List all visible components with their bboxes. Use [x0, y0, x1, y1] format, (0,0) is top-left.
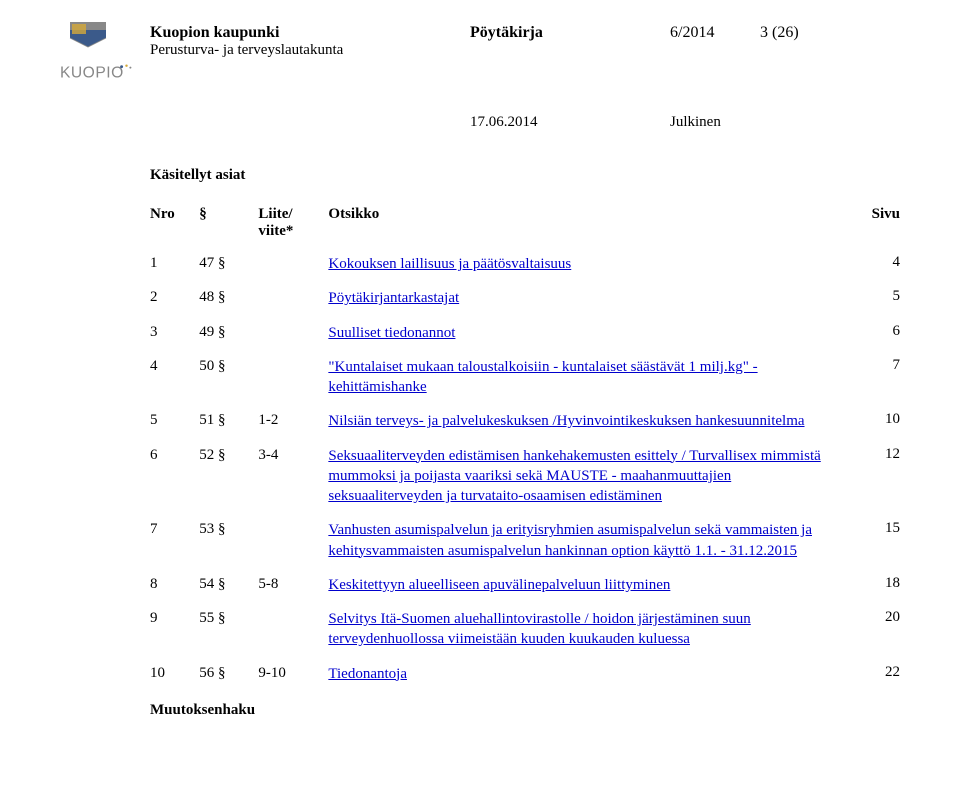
table-row: 753 § Vanhusten asumispalvelun ja erityis… — [150, 520, 900, 561]
page-container: KUOPIO Kuopion kaupunki Perusturva- ja t… — [0, 0, 960, 739]
cell-liite — [258, 520, 328, 521]
agenda-title-link[interactable]: Pöytäkirjantarkastajat — [328, 288, 850, 308]
cell-nro: 7 — [150, 520, 199, 538]
table-row: 349 § Suulliset tiedonannot6 — [150, 323, 900, 343]
cell-page: 22 — [851, 664, 900, 681]
agenda-title-link[interactable]: Suulliset tiedonannot — [328, 323, 850, 343]
publicity-label: Julkinen — [670, 114, 721, 131]
cell-section: 50 § — [199, 357, 258, 375]
table-row: 854 §5-8Keskitettyyn alueelliseen apuväl… — [150, 575, 900, 595]
table-row: 450 § "Kuntalaiset mukaan taloustalkoisii… — [150, 357, 900, 398]
cell-liite — [258, 254, 328, 255]
cell-section: 49 § — [199, 323, 258, 341]
cell-liite: 5-8 — [258, 575, 328, 593]
cell-page: 10 — [851, 411, 900, 428]
cell-page: 6 — [851, 323, 900, 340]
footer-heading: Muutoksenhaku — [150, 702, 900, 719]
cell-section: 51 § — [199, 411, 258, 429]
agenda-title-link[interactable]: Vanhusten asumispalvelun ja erityisryhmi… — [328, 520, 850, 561]
liite-line2: viite* — [258, 223, 293, 239]
kuopio-wordmark-icon: KUOPIO — [60, 57, 148, 91]
agenda-title-link[interactable]: Nilsiän terveys- ja palvelukeskuksen /Hy… — [328, 411, 850, 431]
cell-page: 12 — [851, 446, 900, 463]
cell-page: 4 — [851, 254, 900, 271]
cell-nro: 10 — [150, 664, 199, 682]
doc-type: Pöytäkirja — [470, 24, 670, 59]
cell-liite: 9-10 — [258, 664, 328, 682]
cell-page: 5 — [851, 288, 900, 305]
cell-liite — [258, 288, 328, 289]
cell-section: 56 § — [199, 664, 258, 682]
cell-page: 20 — [851, 609, 900, 626]
table-row: 652 §3-4Seksuaaliterveyden edistämisen h… — [150, 446, 900, 507]
cell-page: 18 — [851, 575, 900, 592]
cell-section: 48 § — [199, 288, 258, 306]
cell-page: 7 — [851, 357, 900, 374]
cell-liite — [258, 323, 328, 324]
cell-nro: 3 — [150, 323, 199, 341]
org-name: Kuopion kaupunki — [150, 24, 470, 42]
col-section-header: § — [199, 206, 258, 240]
table-row: 1056 §9-10Tiedonantoja22 — [150, 664, 900, 684]
table-header: Nro § Liite/ viite* Otsikko Sivu — [150, 206, 900, 240]
agenda-title-link[interactable]: Selvitys Itä-Suomen aluehallintovirastol… — [328, 609, 850, 650]
cell-liite: 1-2 — [258, 411, 328, 429]
agenda-title-link[interactable]: Kokouksen laillisuus ja päätösvaltaisuus — [328, 254, 850, 274]
crest-icon — [68, 20, 108, 48]
logo-block: KUOPIO — [60, 20, 150, 96]
date-row: 17.06.2014 Julkinen — [60, 114, 900, 131]
cell-nro: 5 — [150, 411, 199, 429]
section-title: Käsitellyt asiat — [150, 167, 900, 184]
agenda-title-link[interactable]: "Kuntalaiset mukaan taloustalkoisiin - k… — [328, 357, 850, 398]
board-name: Perusturva- ja terveyslautakunta — [150, 42, 470, 59]
col-nro-header: Nro — [150, 206, 199, 240]
cell-section: 47 § — [199, 254, 258, 272]
header-text-block: Kuopion kaupunki Perusturva- ja terveysl… — [150, 20, 900, 59]
table-row: 551 §1-2Nilsiän terveys- ja palvelukesku… — [150, 411, 900, 431]
table-row: 248 § Pöytäkirjantarkastajat5 — [150, 288, 900, 308]
cell-section: 52 § — [199, 446, 258, 464]
cell-liite: 3-4 — [258, 446, 328, 464]
meeting-date: 17.06.2014 — [470, 114, 670, 131]
agenda-title-link[interactable]: Seksuaaliterveyden edistämisen hankehake… — [328, 446, 850, 507]
table-body: 147 § Kokouksen laillisuus ja päätösvalta… — [150, 254, 900, 684]
cell-section: 55 § — [199, 609, 258, 627]
cell-nro: 6 — [150, 446, 199, 464]
col-liite-header: Liite/ viite* — [258, 206, 328, 240]
liite-line1: Liite/ — [258, 206, 292, 222]
agenda-title-link[interactable]: Tiedonantoja — [328, 664, 850, 684]
agenda-table: Nro § Liite/ viite* Otsikko Sivu 147 §Ko… — [150, 206, 900, 684]
cell-nro: 1 — [150, 254, 199, 272]
col-title-header: Otsikko — [328, 206, 850, 240]
agenda-title-link[interactable]: Keskitettyyn alueelliseen apuvälinepalve… — [328, 575, 850, 595]
org-block: Kuopion kaupunki Perusturva- ja terveysl… — [150, 24, 470, 59]
cell-nro: 4 — [150, 357, 199, 375]
doc-number: 6/2014 — [670, 24, 760, 59]
table-row: 955 § Selvitys Itä-Suomen aluehallintovir… — [150, 609, 900, 650]
page-number: 3 (26) — [760, 24, 799, 59]
svg-text:KUOPIO: KUOPIO — [60, 64, 124, 81]
cell-page: 15 — [851, 520, 900, 537]
table-row: 147 § Kokouksen laillisuus ja päätösvalta… — [150, 254, 900, 274]
cell-nro: 9 — [150, 609, 199, 627]
cell-liite — [258, 609, 328, 610]
col-page-header: Sivu — [851, 206, 900, 240]
cell-liite — [258, 357, 328, 358]
cell-nro: 8 — [150, 575, 199, 593]
header-row: KUOPIO Kuopion kaupunki Perusturva- ja t… — [60, 20, 900, 96]
cell-section: 54 § — [199, 575, 258, 593]
cell-section: 53 § — [199, 520, 258, 538]
cell-nro: 2 — [150, 288, 199, 306]
